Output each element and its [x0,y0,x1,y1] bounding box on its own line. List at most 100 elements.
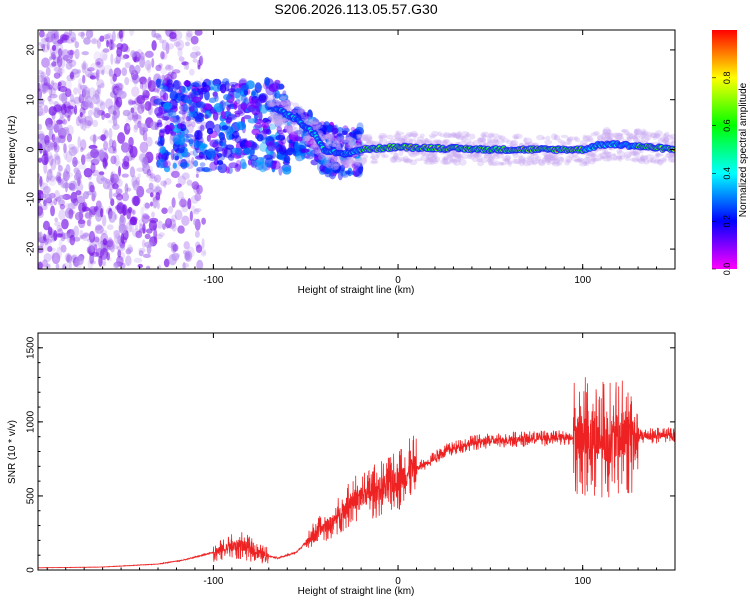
heatmap-cell [454,158,462,163]
heatmap-cell [350,126,356,132]
heatmap-cell [60,129,70,135]
heatmap-cell [171,69,181,74]
heatmap-cell [192,45,201,52]
heatmap-cell [289,129,295,135]
heatmap-cell [526,155,533,161]
heatmap-cell [567,138,572,146]
heatmap-cell [330,143,336,147]
heatmap-cell [347,136,354,141]
heatmap-cell [423,138,430,144]
heatmap-cell [347,164,355,169]
heatmap-cell [642,130,649,137]
heatmap-cell [429,135,436,139]
heatmap-cell [602,148,607,156]
heatmap-cell [118,30,124,39]
heatmap-cell [602,129,608,134]
heatmap-cell [483,153,492,159]
heatmap-cell [507,160,512,167]
heatmap-cell [334,156,343,163]
heatmap-cell [112,230,120,235]
heatmap-cell [271,111,278,118]
heatmap-cell [68,180,78,192]
heatmap-cell [304,136,312,142]
heatmap-cell [304,138,311,142]
heatmap-cell [269,111,275,117]
heatmap-cell [491,139,500,146]
heatmap-cell [355,162,361,166]
heatmap-cell [164,64,174,71]
heatmap-cell [200,121,208,130]
heatmap-cell [214,139,220,145]
heatmap-cell [141,213,150,224]
heatmap-cell [600,133,607,141]
heatmap-cell [232,131,240,139]
heatmap-cell [274,119,280,126]
heatmap-cell [481,134,488,139]
heatmap-cell [102,261,107,267]
heatmap-cell [601,132,611,136]
heatmap-cell [635,156,645,163]
heatmap-cell [90,162,96,174]
heatmap-cell [400,135,407,142]
heatmap-cell [503,157,511,161]
heatmap-cell [93,51,101,62]
heatmap-cell [55,263,60,269]
heatmap-cell [420,155,430,162]
heatmap-cell [626,133,631,140]
heatmap-cell [480,132,486,138]
heatmap-cell [212,111,219,121]
heatmap-cell [467,153,473,159]
heatmap-cell [174,155,180,161]
heatmap-cell [398,137,406,143]
heatmap-cell [410,130,418,138]
heatmap-cell [71,200,80,206]
heatmap-cell [68,208,74,220]
heatmap-cell [53,72,61,79]
heatmap-cell [62,182,71,189]
heatmap-cell [657,158,664,166]
heatmap-cell [162,160,171,169]
heatmap-cell [641,128,647,136]
heatmap-cell [115,188,123,195]
heatmap-cell [550,133,558,141]
heatmap-cell [369,155,376,160]
heatmap-cell [226,131,233,141]
heatmap-cell [53,153,60,162]
heatmap-cell [443,155,449,162]
heatmap-cell [584,134,593,139]
heatmap-cell [528,155,535,163]
heatmap-cell [80,139,87,151]
heatmap-cell [477,137,486,142]
heatmap-cell [654,153,662,157]
heatmap-cell [435,139,443,145]
heatmap-cell [442,156,449,161]
heatmap-cell [44,33,50,43]
heatmap-cell [669,133,675,140]
heatmap-cell [46,31,55,43]
heatmap-cell [542,152,548,156]
heatmap-cell [89,30,94,38]
heatmap-cell [48,98,54,105]
heatmap-cell [112,73,117,82]
heatmap-cell [59,43,64,56]
heatmap-cell [98,255,103,267]
heatmap-cell [251,160,257,169]
heatmap-cell [120,232,125,244]
heatmap-cell [663,136,670,144]
heatmap-cell [512,134,520,140]
snr-xlabel: Height of straight line (km) [298,586,415,597]
heatmap-cell [186,179,193,186]
heatmap-cell [86,219,91,227]
heatmap-cell [442,157,447,163]
heatmap-cell [156,112,164,119]
heatmap-cell [574,137,581,143]
heatmap-cell [96,79,105,89]
heatmap-cell [420,139,429,145]
heatmap-cell [84,212,91,219]
heatmap-cell [152,195,157,201]
heatmap-cell [73,96,81,107]
heatmap-cell [142,89,150,99]
heatmap-cell [185,32,193,42]
heatmap-cell [286,127,294,134]
heatmap-cell [209,139,219,148]
